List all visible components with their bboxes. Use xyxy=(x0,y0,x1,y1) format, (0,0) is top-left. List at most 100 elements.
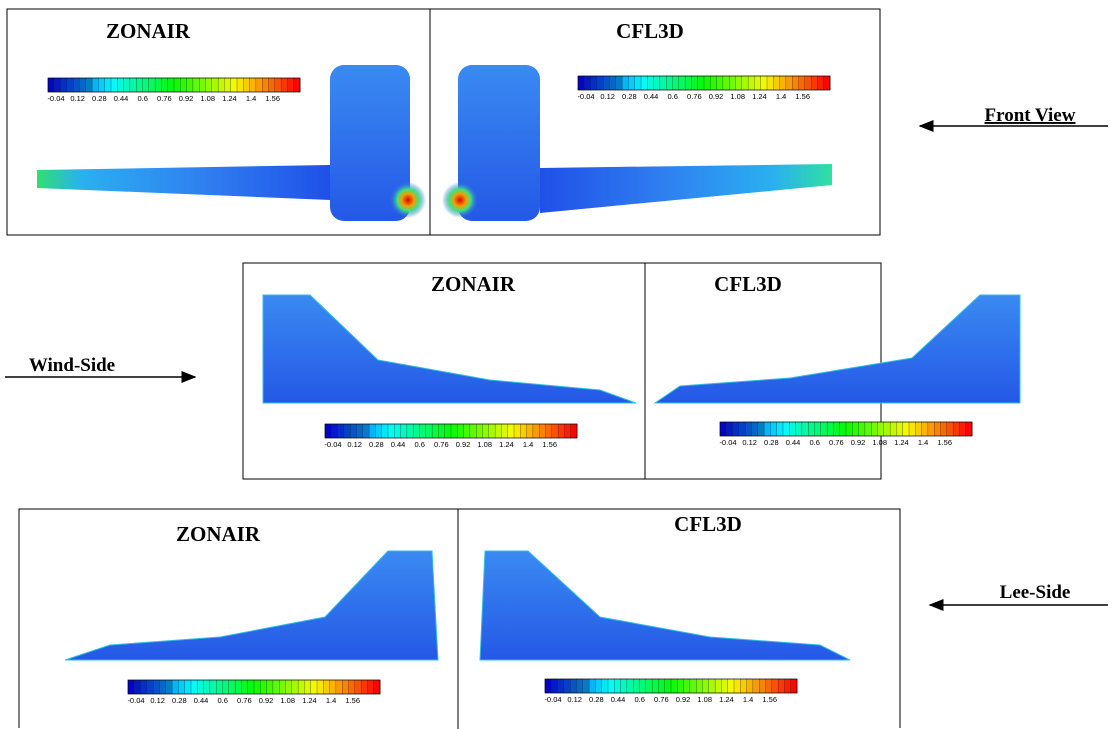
colorbar-cell xyxy=(148,77,156,93)
colorbar-tick-label: 1.08 xyxy=(697,695,712,704)
colorbar-tick-label: 0.92 xyxy=(179,94,194,103)
colorbar-cell xyxy=(362,423,370,439)
colorbar-cell xyxy=(224,77,232,93)
colorbar-cell xyxy=(85,77,93,93)
colorbar-cell xyxy=(777,678,785,694)
planform xyxy=(653,294,1021,404)
colorbar-cell xyxy=(584,75,592,91)
colorbar-cell xyxy=(595,678,603,694)
colorbar-tick-label: 1.56 xyxy=(937,438,952,447)
colorbar-cell xyxy=(272,679,280,695)
colorbar-cell xyxy=(507,423,515,439)
colorbar-cell xyxy=(833,421,841,437)
colorbar-tick-label: 0.12 xyxy=(742,438,757,447)
colorbar-cell xyxy=(615,75,623,91)
colorbar-tick-label: 1.56 xyxy=(345,696,360,705)
colorbar-cell xyxy=(839,421,847,437)
colorbar-tick-label: 1.24 xyxy=(894,438,909,447)
colorbar-cell xyxy=(883,421,891,437)
colorbar-cell xyxy=(216,679,223,695)
colorbar-cell xyxy=(716,75,724,91)
colorbar-cell xyxy=(279,679,286,695)
colorbar-cell xyxy=(710,75,718,91)
colorbar-tick-label: 1.24 xyxy=(719,695,734,704)
colorbar-cell xyxy=(98,77,106,93)
colorbar-tick-label: 1.4 xyxy=(326,696,336,705)
colorbar-frame xyxy=(719,421,973,437)
colorbar-tick-label: 0.12 xyxy=(70,94,85,103)
colorbar-tick-label: 1.08 xyxy=(200,94,215,103)
wing xyxy=(540,164,832,213)
colorbar-cell xyxy=(178,679,186,695)
colorbar-cell xyxy=(564,423,572,439)
colorbar-cell xyxy=(342,679,349,695)
colorbar-frame xyxy=(544,678,798,694)
colorbar-cell xyxy=(249,77,257,93)
colorbar-cell xyxy=(494,423,502,439)
colorbar-tick-label: 0.28 xyxy=(369,440,384,449)
colorbar-tick-label: 0.44 xyxy=(786,438,801,447)
colorbar-tick-label: -0.04 xyxy=(47,94,64,103)
colorbar-cell xyxy=(291,679,299,695)
colorbar-cell xyxy=(136,77,143,93)
colorbar-cell xyxy=(782,421,790,437)
colorbar-tick-label: -0.04 xyxy=(544,695,561,704)
colorbar-cell xyxy=(47,77,55,93)
colorbar-tick-label: 0.28 xyxy=(589,695,604,704)
colorbar-cell xyxy=(759,678,766,694)
colorbar-tick-label: 1.56 xyxy=(265,94,280,103)
colorbar-tick-label: 1.08 xyxy=(872,438,887,447)
colorbar-cell xyxy=(310,679,318,695)
colorbar-cell xyxy=(852,421,860,437)
colorbar-tick-label: 0.76 xyxy=(829,438,844,447)
colorbar-cell xyxy=(940,421,948,437)
colorbar-cell xyxy=(626,678,634,694)
colorbar-cell xyxy=(798,75,806,91)
colorbar-cell xyxy=(776,421,784,437)
colorbar-cell xyxy=(419,423,427,439)
colorbar-cell xyxy=(653,75,661,91)
colorbar-cell xyxy=(482,423,490,439)
colorbar-cell xyxy=(765,678,773,694)
colorbar-tick-label: 1.4 xyxy=(776,92,786,101)
colorbar-tick-label: 0.76 xyxy=(654,695,669,704)
colorbar-cell xyxy=(614,678,622,694)
colorbar-tick-label: 0.6 xyxy=(137,94,147,103)
colorbar-cell xyxy=(394,423,402,439)
colorbar-cell xyxy=(154,77,162,93)
colorbar-cell xyxy=(123,77,131,93)
colorbar-cell xyxy=(915,421,923,437)
colorbar-cell xyxy=(350,423,357,439)
colorbar-cell xyxy=(268,77,276,93)
colorbar-cell xyxy=(889,421,897,437)
colorbar-cell xyxy=(280,77,288,93)
colorbar-cell xyxy=(205,77,213,93)
colorbar-cell xyxy=(651,678,659,694)
colorbar-cell xyxy=(153,679,160,695)
colorbar-cell xyxy=(664,678,672,694)
colorbar-cell xyxy=(607,678,615,694)
colorbar-cell xyxy=(360,679,368,695)
colorbar-cell xyxy=(934,421,941,437)
colorbar-cell xyxy=(79,77,87,93)
colorbar-cell xyxy=(738,421,746,437)
colorbar-cell xyxy=(324,423,332,439)
colorbar-cell xyxy=(192,77,200,93)
colorbar-cell xyxy=(823,75,831,91)
colorbar-cell xyxy=(255,77,263,93)
colorbar-tick-label: 0.76 xyxy=(687,92,702,101)
colorbar-cell xyxy=(570,678,577,694)
colorbar-cell xyxy=(217,77,225,93)
colorbar-cell xyxy=(476,423,483,439)
colorbar-cell xyxy=(520,423,528,439)
colorbar-cell xyxy=(127,679,135,695)
colorbar-cell xyxy=(293,77,301,93)
colorbar-tick-label: 0.6 xyxy=(414,440,424,449)
colorbar-cell xyxy=(236,77,244,93)
colorbar-tick-label: 0.12 xyxy=(567,695,582,704)
colorbar-tick-label: 0.12 xyxy=(347,440,362,449)
colorbar-cell xyxy=(375,423,383,439)
colorbar-cell xyxy=(727,678,735,694)
colorbar-cell xyxy=(335,679,343,695)
